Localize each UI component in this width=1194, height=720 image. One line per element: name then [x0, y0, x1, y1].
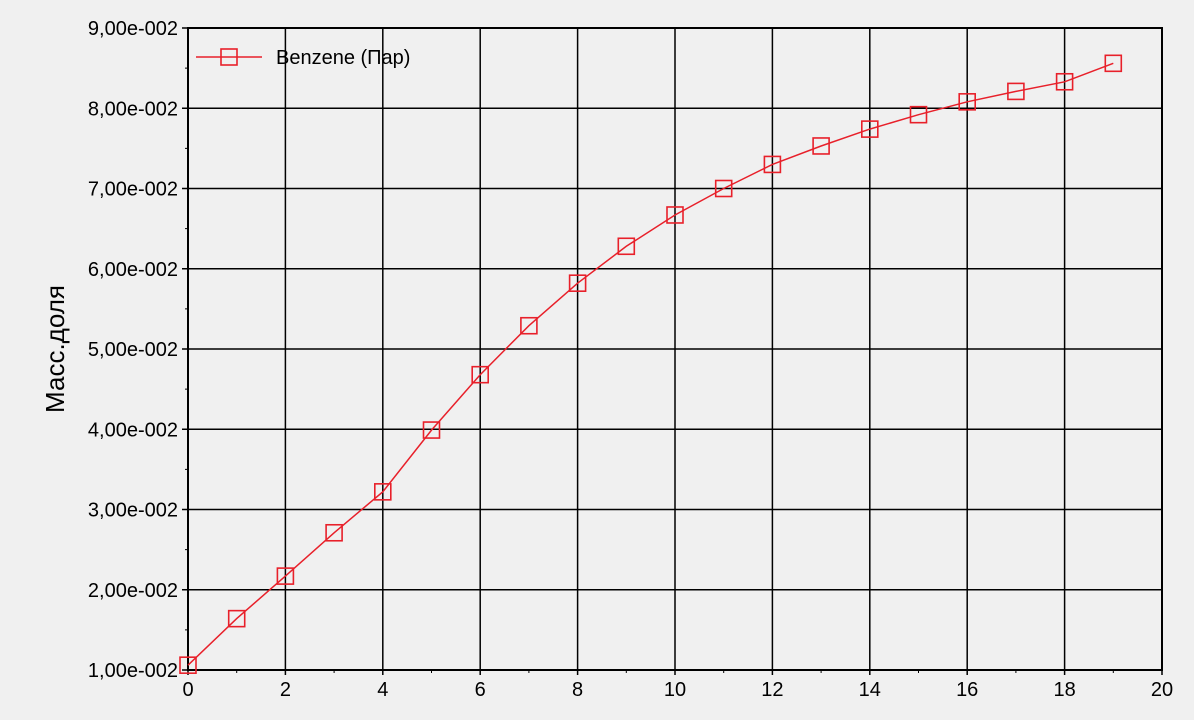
legend: Benzene (Пар) [196, 47, 410, 69]
y-tick-label: 7,00e-002 [88, 179, 178, 201]
y-axis-label: Масс.доля [40, 285, 70, 413]
x-tick-label: 8 [572, 679, 583, 701]
legend-label: Benzene (Пар) [276, 47, 410, 69]
data-point [325, 523, 343, 542]
x-tick-label: 14 [859, 679, 881, 701]
x-tick-label: 18 [1053, 679, 1075, 701]
data-point [763, 155, 782, 174]
data-point [812, 137, 830, 155]
data-point [1055, 72, 1074, 91]
y-tick-label: 9,00e-002 [88, 18, 178, 40]
data-point [909, 105, 928, 124]
data-point [666, 206, 684, 224]
y-tick-label: 1,00e-002 [88, 660, 178, 682]
data-point [860, 120, 879, 138]
y-tick-label: 4,00e-002 [88, 419, 178, 441]
x-tick-label: 12 [761, 679, 783, 701]
x-tick-label: 20 [1151, 679, 1173, 701]
x-tick-label: 0 [182, 679, 193, 701]
y-tick-label: 6,00e-002 [88, 259, 178, 281]
legend-marker [220, 48, 238, 66]
data-point [276, 567, 295, 585]
data-point [520, 316, 538, 335]
data-point [1007, 82, 1025, 101]
y-tick-label: 5,00e-002 [88, 339, 178, 361]
x-tick-label: 2 [280, 679, 291, 701]
data-point [179, 656, 197, 674]
data-point [958, 93, 977, 111]
tick-labels: 0 2 4 6 8 10 12 14 16 18 20 1,00e-002 2,00e-002 3,00e… [88, 18, 1173, 701]
x-tick-label: 6 [475, 679, 486, 701]
series-group [179, 54, 1123, 674]
plot-border [187, 27, 1163, 671]
x-tick-label: 16 [956, 679, 978, 701]
data-point [227, 609, 246, 628]
grid [182, 27, 1163, 675]
y-tick-label: 2,00e-002 [88, 580, 178, 602]
data-point [568, 274, 587, 292]
x-tick-label: 10 [664, 679, 686, 701]
data-point [617, 237, 636, 256]
data-point [1104, 54, 1123, 73]
x-tick-label: 4 [377, 679, 388, 701]
y-tick-label: 8,00e-002 [88, 98, 178, 120]
y-tick-label: 3,00e-002 [88, 500, 178, 522]
data-point [714, 179, 733, 198]
data-point [471, 365, 490, 384]
data-point [373, 483, 392, 501]
data-point [422, 421, 441, 439]
